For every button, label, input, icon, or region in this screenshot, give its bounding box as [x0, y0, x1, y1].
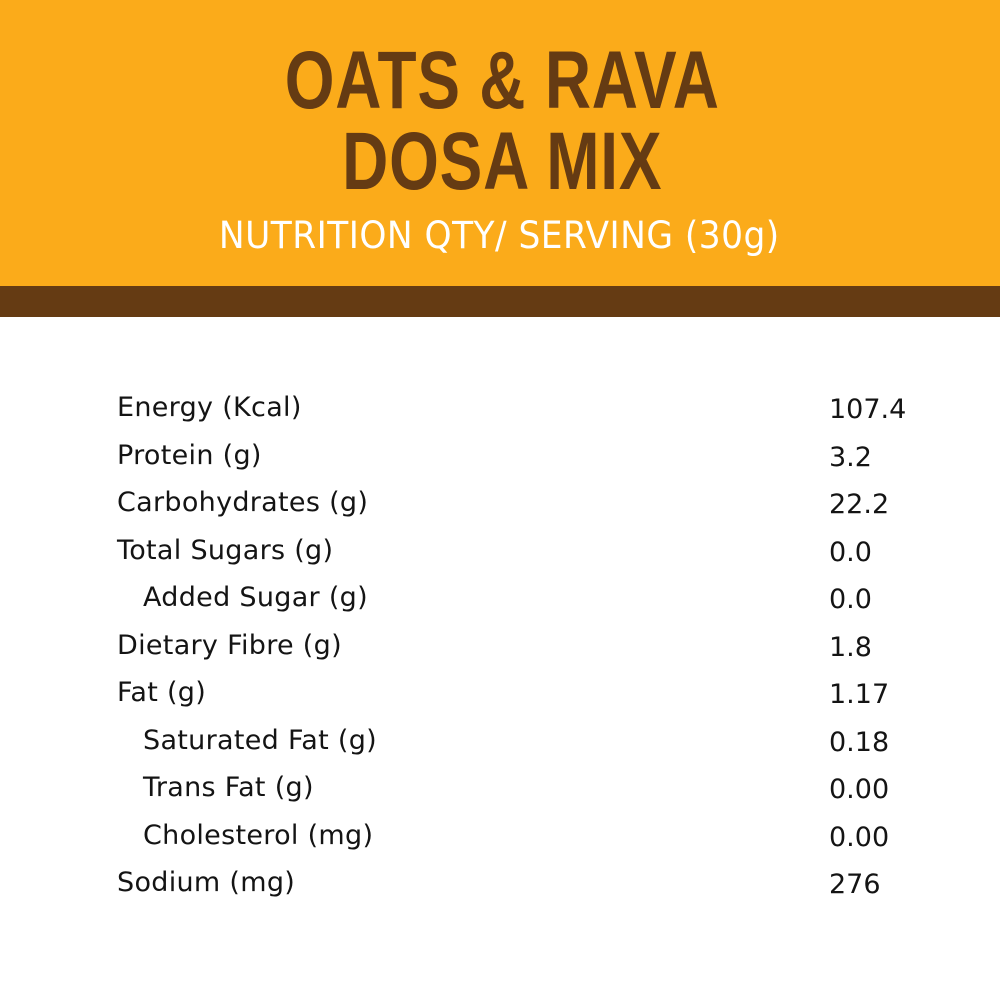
nutrient-label: Cholesterol (mg) [143, 819, 374, 851]
nutrient-row-cholesterol: Cholesterol (mg) 0.00 [0, 814, 1000, 862]
nutrient-row-energy: Energy (Kcal) 107.4 [0, 386, 1000, 434]
nutrient-value: 1.8 [829, 631, 872, 663]
nutrient-label: Fat (g) [117, 677, 207, 708]
nutrient-row-total-sugars: Total Sugars (g) 0.0 [0, 529, 1000, 577]
nutrient-value: 0.18 [829, 726, 890, 758]
nutrient-value: 0.00 [829, 774, 890, 805]
nutrient-label: Carbohydrates (g) [117, 487, 369, 518]
nutrient-label: Energy (Kcal) [117, 392, 302, 423]
nutrient-row-protein: Protein (g) 3.2 [0, 434, 1000, 482]
nutrient-value: 0.0 [829, 584, 872, 615]
header-banner: OATS & RAVA DOSA MIX NUTRITION QTY/ SERV… [0, 0, 1000, 286]
nutrient-value: 0.00 [829, 821, 890, 853]
divider-band [0, 286, 1000, 317]
nutrient-label: Saturated Fat (g) [143, 724, 378, 756]
nutrient-row-sodium: Sodium (mg) 276 [0, 861, 1000, 909]
product-title-line-2: DOSA MIX [342, 116, 663, 207]
nutrient-label: Sodium (mg) [117, 867, 296, 898]
nutrient-label: Dietary Fibre (g) [117, 629, 342, 661]
nutrient-value: 276 [829, 869, 881, 900]
nutrient-row-carbohydrates: Carbohydrates (g) 22.2 [0, 481, 1000, 529]
nutrient-value: 22.2 [829, 489, 890, 520]
nutrition-table: Energy (Kcal) 107.4 Protein (g) 3.2 Carb… [0, 386, 1000, 909]
nutrient-label: Added Sugar (g) [143, 582, 368, 613]
nutrient-row-trans-fat: Trans Fat (g) 0.00 [0, 766, 1000, 814]
nutrient-value: 1.17 [829, 679, 890, 710]
nutrient-value: 107.4 [829, 394, 907, 425]
nutrient-row-dietary-fibre: Dietary Fibre (g) 1.8 [0, 624, 1000, 672]
nutrient-label: Trans Fat (g) [143, 772, 314, 803]
nutrient-value: 3.2 [829, 441, 872, 473]
nutrient-row-added-sugar: Added Sugar (g) 0.0 [0, 576, 1000, 624]
nutrient-label: Protein (g) [117, 439, 262, 471]
nutrition-subtitle: NUTRITION QTY/ SERVING (30g) [218, 214, 780, 257]
nutrient-value: 0.0 [829, 536, 872, 568]
nutrient-row-fat: Fat (g) 1.17 [0, 671, 1000, 719]
nutrient-label: Total Sugars (g) [117, 534, 334, 566]
product-title-line-1: OATS & RAVA [284, 35, 720, 126]
nutrient-row-saturated-fat: Saturated Fat (g) 0.18 [0, 719, 1000, 767]
